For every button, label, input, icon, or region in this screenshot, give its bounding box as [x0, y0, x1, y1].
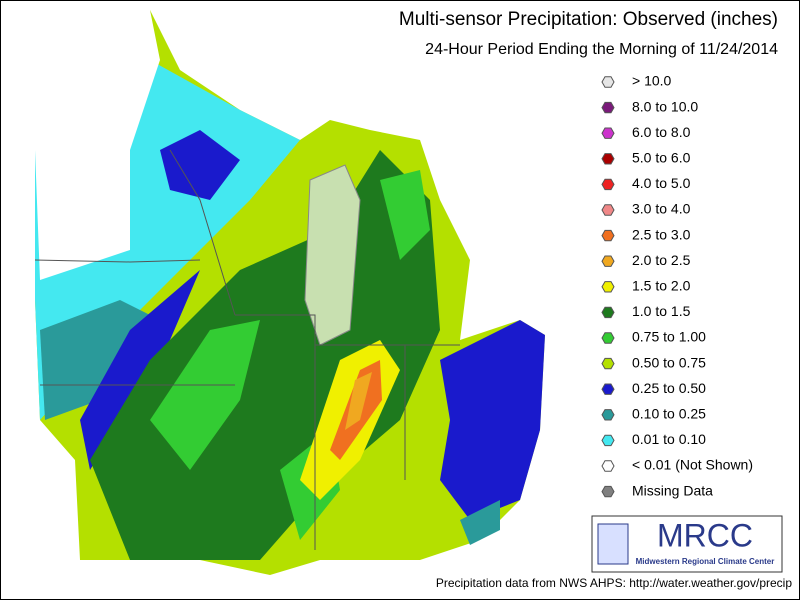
legend-label: 0.01 to 0.10	[632, 431, 706, 447]
legend-swatch	[601, 357, 615, 370]
lake-michigan	[304, 164, 361, 346]
region-area	[35, 10, 160, 280]
legend-label: 8.0 to 10.0	[632, 98, 698, 114]
region-area	[150, 320, 260, 470]
logo: MRCC Midwestern Regional Climate Center	[591, 515, 783, 573]
legend-label: 2.5 to 3.0	[632, 226, 691, 242]
legend-swatch	[601, 178, 615, 191]
legend-label: > 10.0	[632, 73, 672, 89]
legend-swatch	[601, 153, 615, 165]
legend-label: 2.0 to 2.5	[632, 252, 691, 268]
legend-swatch	[601, 485, 615, 498]
region-area	[345, 372, 372, 430]
legend-label: 0.25 to 0.50	[632, 380, 706, 396]
legend-swatch	[601, 409, 615, 421]
legend-swatch	[601, 255, 615, 267]
legend-swatch	[601, 332, 615, 344]
legend: > 10.0 8.0 to 10.0 6.0 to 8.0 5.0 to 6.0 4.0…	[601, 73, 753, 498]
source-note: Precipitation data from NWS AHPS: http:/…	[436, 576, 792, 590]
region-area	[80, 270, 200, 470]
region-area	[380, 170, 430, 260]
map-subtitle: 24-Hour Period Ending the Morning of 11/…	[425, 41, 778, 58]
legend-label: 3.0 to 4.0	[632, 201, 691, 217]
logo-full-name: Midwestern Regional Climate Center	[636, 557, 775, 566]
legend-label: 1.0 to 1.5	[632, 303, 691, 319]
legend-swatch	[601, 460, 615, 472]
state-border	[169, 149, 236, 316]
legend-swatch	[601, 383, 615, 395]
state-border	[34, 259, 201, 263]
map	[34, 10, 545, 575]
region-area	[160, 130, 240, 200]
state-border	[235, 314, 316, 550]
legend-swatch	[601, 434, 615, 447]
legend-label: 0.10 to 0.25	[632, 406, 706, 422]
legend-swatch	[601, 281, 615, 293]
legend-swatch	[601, 127, 615, 139]
legend-swatch	[601, 306, 615, 319]
legend-swatch	[601, 76, 615, 88]
legend-swatch	[601, 101, 615, 114]
region-area	[440, 320, 545, 520]
logo-icon	[597, 523, 629, 565]
map-title: Multi-sensor Precipitation: Observed (in…	[399, 9, 778, 30]
legend-label: 0.50 to 0.75	[632, 354, 706, 370]
legend-label: 6.0 to 8.0	[632, 124, 691, 140]
legend-label: Missing Data	[632, 482, 713, 498]
region-area	[460, 500, 500, 545]
legend-label: 4.0 to 5.0	[632, 175, 691, 191]
legend-label: 0.75 to 1.00	[632, 329, 706, 345]
legend-swatch	[601, 204, 615, 216]
legend-label: 1.5 to 2.0	[632, 278, 691, 294]
legend-label: 5.0 to 6.0	[632, 150, 691, 166]
logo-name: MRCC	[657, 517, 753, 553]
legend-swatch	[601, 229, 615, 242]
legend-label: < 0.01 (Not Shown)	[632, 457, 753, 473]
